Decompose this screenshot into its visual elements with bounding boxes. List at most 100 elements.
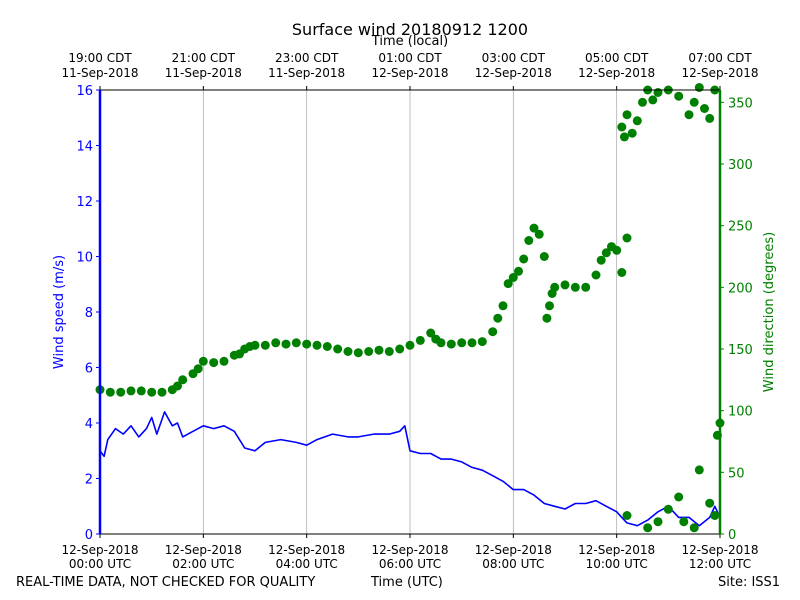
wind-direction-point (622, 511, 632, 520)
y2-tick-label: 300 (728, 158, 753, 173)
top-tick-label-date: 11-Sep-2018 (165, 66, 242, 80)
wind-direction-point (178, 375, 188, 385)
wind-direction-point (545, 301, 554, 311)
grid-lines (202, 90, 618, 534)
y2-tick-label: 150 (728, 343, 753, 358)
wind-direction-point (219, 356, 229, 366)
wind-direction-point (591, 270, 601, 280)
x-tick-label-date: 12-Sep-2018 (61, 543, 138, 557)
top-tick-label-date: 11-Sep-2018 (268, 66, 345, 80)
wind-direction-point (333, 344, 343, 354)
quality-disclaimer: REAL-TIME DATA, NOT CHECKED FOR QUALITY (16, 575, 316, 590)
top-tick-label-date: 12-Sep-2018 (681, 66, 758, 80)
y2-tick-label: 50 (728, 466, 745, 481)
wind-speed-line (99, 411, 721, 527)
top-tick-label-time: 03:00 CDT (482, 51, 546, 65)
top-tick-label-date: 12-Sep-2018 (578, 66, 655, 80)
wind-direction-point (136, 386, 146, 396)
wind-direction-point (643, 523, 653, 533)
wind-direction-point (116, 387, 126, 397)
x-tick-label-time: 12:00 UTC (689, 557, 751, 571)
wind-direction-point (653, 517, 663, 527)
wind-direction-point (374, 345, 384, 355)
wind-direction-point (617, 268, 627, 277)
wind-direction-point (384, 347, 394, 356)
y2-tick-label: 200 (728, 281, 753, 296)
x-tick-label-time: 10:00 UTC (586, 557, 648, 571)
y-axis-label: Wind speed (m/s) (52, 255, 67, 369)
wind-direction-point (467, 338, 477, 348)
wind-direction-point (322, 342, 332, 351)
wind-direction-point (193, 364, 203, 374)
wind-direction-point (524, 236, 534, 245)
wind-direction-point (250, 340, 260, 350)
x-tick-label-date: 12-Sep-2018 (268, 543, 345, 557)
wind-direction-point (679, 517, 689, 527)
x-tick-label-time: 08:00 UTC (482, 557, 544, 571)
wind-direction-point (684, 110, 694, 120)
wind-direction-point (405, 340, 415, 350)
wind-direction-point (271, 338, 281, 348)
wind-direction-point (446, 339, 456, 349)
wind-direction-point (291, 338, 301, 348)
wind-direction-point (694, 465, 704, 475)
y2-tick-label: 0 (728, 528, 736, 543)
wind-direction-point (157, 387, 167, 397)
wind-direction-point (281, 339, 291, 349)
y-tick-label: 12 (76, 195, 93, 210)
site-label: Site: ISS1 (718, 575, 781, 590)
wind-direction-point (581, 282, 591, 292)
top-tick-label-date: 12-Sep-2018 (475, 66, 552, 80)
x-tick-label-date: 12-Sep-2018 (578, 543, 655, 557)
wind-direction-point (514, 266, 523, 276)
wind-direction-point (534, 229, 544, 239)
wind-direction-point (493, 313, 503, 323)
wind-direction-point (622, 233, 632, 243)
top-tick-label-time: 07:00 CDT (688, 51, 752, 65)
wind-direction-point (426, 328, 436, 338)
wind-direction-point (395, 344, 405, 354)
y-tick-label: 16 (76, 84, 93, 99)
y2-axis-label: Wind direction (degrees) (762, 232, 777, 392)
wind-direction-point (415, 335, 425, 345)
x-tick-label-time: 04:00 UTC (276, 557, 338, 571)
y-tick-label: 2 (85, 473, 93, 488)
x-tick-label-time: 06:00 UTC (379, 557, 441, 571)
wind-direction-point (617, 122, 627, 132)
wind-direction-point (694, 83, 704, 92)
wind-direction-point (498, 301, 508, 311)
wind-direction-point (529, 223, 539, 233)
wind-direction-point (488, 327, 498, 337)
wind-direction-point (700, 104, 709, 113)
wind-direction-point (539, 252, 549, 261)
wind-direction-point (457, 338, 467, 348)
top-tick-label-time: 01:00 CDT (378, 51, 442, 65)
wind-direction-point (436, 338, 446, 348)
wind-direction-point (302, 339, 312, 349)
y-tick-label: 6 (85, 362, 93, 377)
top-tick-label-time: 05:00 CDT (585, 51, 649, 65)
wind-direction-point (560, 280, 570, 290)
wind-direction-series (95, 83, 725, 533)
y2-tick-label: 350 (728, 96, 753, 111)
y-tick-label: 14 (76, 140, 93, 155)
wind-direction-point (710, 511, 720, 520)
wind-direction-point (622, 110, 632, 120)
wind-direction-point (260, 340, 270, 350)
wind-direction-point (105, 387, 115, 397)
x-axis-label: Time (UTC) (371, 575, 443, 590)
top-tick-label-date: 11-Sep-2018 (61, 66, 138, 80)
top-tick-label-time: 19:00 CDT (68, 51, 132, 65)
wind-direction-point (705, 113, 715, 123)
wind-direction-point (198, 356, 208, 366)
wind-direction-point (542, 313, 552, 323)
wind-direction-point (147, 387, 157, 397)
wind-direction-point (689, 97, 699, 107)
x-tick-label-date: 12-Sep-2018 (681, 543, 758, 557)
wind-direction-point (126, 386, 136, 396)
wind-direction-point (601, 248, 611, 258)
x-tick-label-date: 12-Sep-2018 (371, 543, 448, 557)
wind-direction-point (503, 279, 513, 289)
y-tick-label: 4 (85, 417, 93, 432)
wind-direction-point (612, 245, 622, 255)
